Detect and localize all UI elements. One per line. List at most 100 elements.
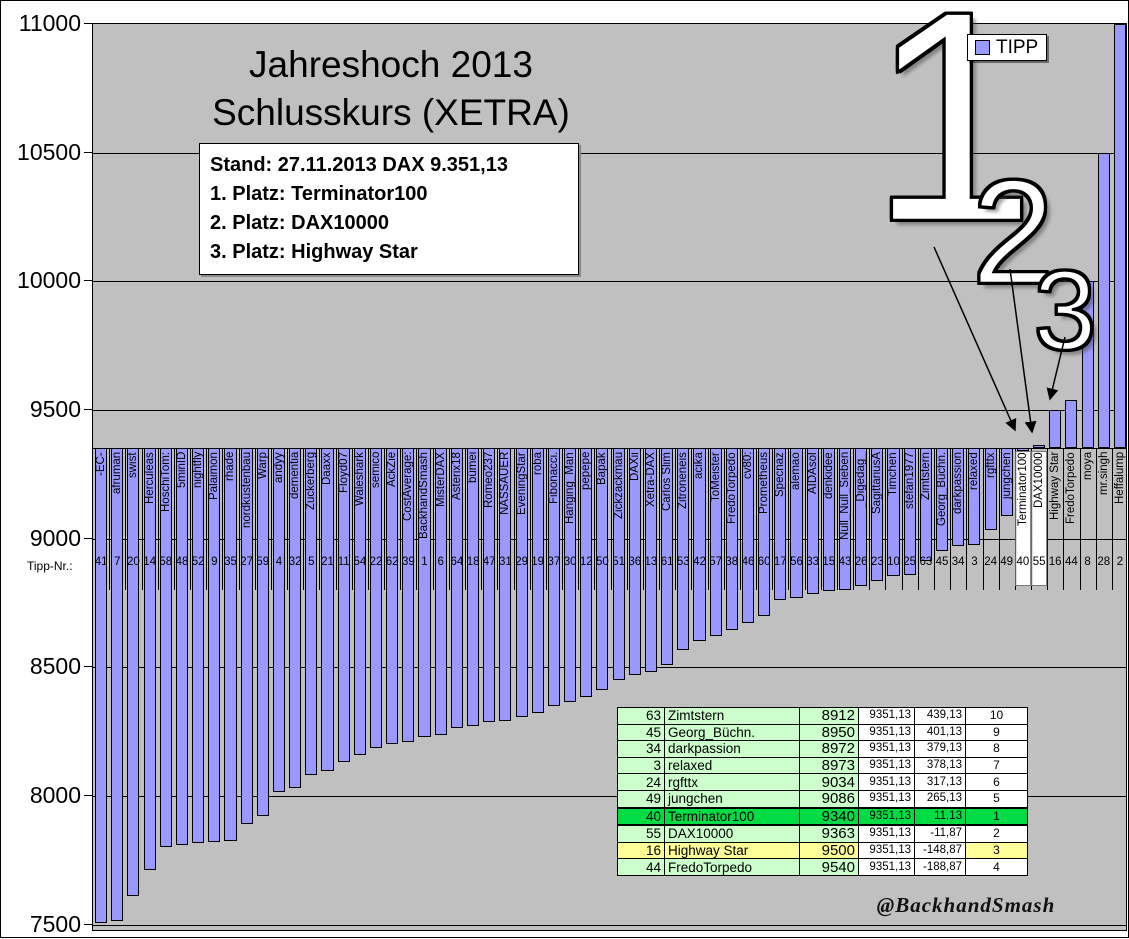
cell-diff: -11,87 bbox=[914, 824, 966, 843]
tipp-number-32: 32 bbox=[288, 556, 302, 569]
gridline-9000 bbox=[93, 538, 1126, 540]
category-tick bbox=[481, 448, 483, 591]
category-tick bbox=[465, 448, 466, 591]
tipp-number-37: 37 bbox=[547, 556, 561, 569]
y-axis-tick bbox=[84, 408, 92, 410]
cell-rank: 6 bbox=[965, 773, 1028, 791]
cell-diff: 11,13 bbox=[914, 806, 966, 827]
y-axis-label-10500: 10500 bbox=[17, 138, 81, 165]
gridline-10500 bbox=[93, 152, 1126, 154]
tipp-number-3: 3 bbox=[971, 556, 978, 569]
table-row-darkpassion: 34 darkpassion 8972 9351,13 379,13 8 bbox=[617, 740, 1028, 758]
cell-name: darkpassion bbox=[664, 740, 800, 758]
cell-tipp: 9363 bbox=[799, 824, 859, 843]
tipp-number-58: 58 bbox=[159, 556, 173, 569]
cell-tipp-nr: 24 bbox=[617, 773, 665, 791]
bar-Heffalump bbox=[1113, 24, 1126, 449]
info-line-platz1: 1. Platz: Terminator100 bbox=[210, 183, 428, 205]
tipp-number-46: 46 bbox=[741, 556, 755, 569]
cell-dax: 9351,13 bbox=[858, 707, 915, 725]
chart-title: Jahreshoch 2013 Schlusskurs (XETRA) bbox=[131, 41, 651, 137]
table-row-jungchen: 49 jungchen 9086 9351,13 265,13 5 bbox=[617, 789, 1028, 809]
category-tick bbox=[1047, 448, 1049, 591]
y-axis-tick bbox=[84, 280, 92, 282]
gridline-7500 bbox=[93, 924, 1126, 926]
tipp-number-22: 22 bbox=[369, 556, 383, 569]
cell-diff: 379,13 bbox=[914, 740, 966, 758]
tipp-number-57: 57 bbox=[709, 556, 722, 569]
table-row-FredoTorpedo: 44 FredoTorpedo 9540 9351,13 -188,87 4 bbox=[617, 858, 1028, 876]
cell-tipp: 9086 bbox=[799, 789, 859, 809]
y-axis-label-9000: 9000 bbox=[29, 524, 81, 551]
y-axis-tick bbox=[84, 666, 92, 668]
cell-dax: 9351,13 bbox=[858, 806, 915, 827]
table-row-relaxed: 3 relaxed 8973 9351,13 378,13 7 bbox=[617, 756, 1028, 775]
cell-tipp-nr: 16 bbox=[617, 841, 665, 860]
tipp-number-45: 45 bbox=[935, 556, 949, 569]
category-tick bbox=[739, 448, 741, 591]
cell-rank: 2 bbox=[965, 824, 1028, 843]
cell-name: relaxed bbox=[664, 756, 800, 775]
cell-name: FredoTorpedo bbox=[664, 858, 800, 876]
tipp-number-10: 10 bbox=[887, 556, 900, 569]
category-tick bbox=[788, 448, 790, 591]
tipp-number-19: 19 bbox=[531, 556, 545, 569]
tipp-number-7: 7 bbox=[114, 556, 121, 569]
cell-name: DAX10000 bbox=[664, 824, 800, 843]
cell-name: jungchen bbox=[664, 789, 800, 809]
cell-rank: 10 bbox=[965, 707, 1028, 725]
table-row-rgfttx: 24 rgfttx 9034 9351,13 317,13 6 bbox=[617, 773, 1028, 791]
legend: TIPP bbox=[967, 34, 1047, 61]
cell-name: Highway Star bbox=[664, 841, 800, 860]
info-box: Stand: 27.11.2013 DAX 9.351,13 1. Platz:… bbox=[199, 143, 579, 275]
gridline-8000 bbox=[93, 795, 1126, 797]
table-row-Highway Star: 16 Highway Star 9500 9351,13 -148,87 3 bbox=[617, 841, 1028, 860]
cell-diff: -148,87 bbox=[914, 841, 966, 860]
y-axis-label-7500: 7500 bbox=[29, 910, 81, 937]
category-tick bbox=[675, 448, 677, 591]
tipp-number-42: 42 bbox=[693, 556, 706, 569]
tipp-number-52: 52 bbox=[191, 556, 205, 569]
gridline-10000 bbox=[93, 281, 1126, 283]
tipp-number-43: 43 bbox=[838, 556, 852, 569]
tipp-number-8: 8 bbox=[1084, 556, 1091, 569]
category-tick bbox=[206, 448, 208, 591]
cell-tipp: 9540 bbox=[799, 858, 859, 876]
gridline-9500 bbox=[93, 409, 1126, 411]
y-axis-label-11000: 11000 bbox=[18, 10, 81, 36]
tipp-number-59: 59 bbox=[256, 556, 270, 569]
y-axis-label-8500: 8500 bbox=[29, 653, 81, 680]
cell-dax: 9351,13 bbox=[858, 789, 915, 809]
category-tick bbox=[820, 448, 822, 591]
tipp-number-63: 63 bbox=[919, 556, 933, 569]
category-tick bbox=[853, 448, 855, 591]
cell-diff: 378,13 bbox=[914, 756, 966, 775]
tipp-number-6: 6 bbox=[437, 556, 444, 569]
cell-dax: 9351,13 bbox=[858, 723, 915, 742]
cell-tipp-nr: 49 bbox=[617, 789, 665, 809]
cell-tipp-nr: 3 bbox=[617, 756, 665, 775]
category-axis-line bbox=[93, 448, 1126, 450]
category-tick bbox=[351, 448, 353, 591]
tipp-number-47: 47 bbox=[482, 556, 496, 569]
cell-rank: 4 bbox=[965, 858, 1028, 876]
table-row-Georg_Büchn.: 45 Georg_Büchn. 8950 9351,13 401,13 9 bbox=[617, 723, 1028, 742]
cell-dax: 9351,13 bbox=[858, 858, 915, 876]
chart-title-line1: Jahreshoch 2013 bbox=[249, 44, 533, 85]
category-tick bbox=[869, 448, 871, 591]
tipp-number-12: 12 bbox=[579, 556, 593, 569]
tipp-number-26: 26 bbox=[854, 556, 868, 569]
tipp-number-64: 64 bbox=[450, 556, 464, 569]
tipp-number-20: 20 bbox=[126, 556, 140, 569]
category-tick bbox=[707, 448, 709, 591]
cell-tipp: 8912 bbox=[799, 707, 859, 725]
tipp-number-29: 29 bbox=[515, 556, 528, 569]
cell-rank: 9 bbox=[965, 723, 1028, 742]
tipp-number-53: 53 bbox=[676, 556, 690, 569]
cell-rank: 7 bbox=[965, 756, 1028, 775]
tipp-number-49: 49 bbox=[1000, 556, 1014, 569]
tipp-number-1: 1 bbox=[421, 556, 428, 569]
tipp-number-5: 5 bbox=[308, 556, 315, 569]
category-tick bbox=[173, 448, 175, 591]
